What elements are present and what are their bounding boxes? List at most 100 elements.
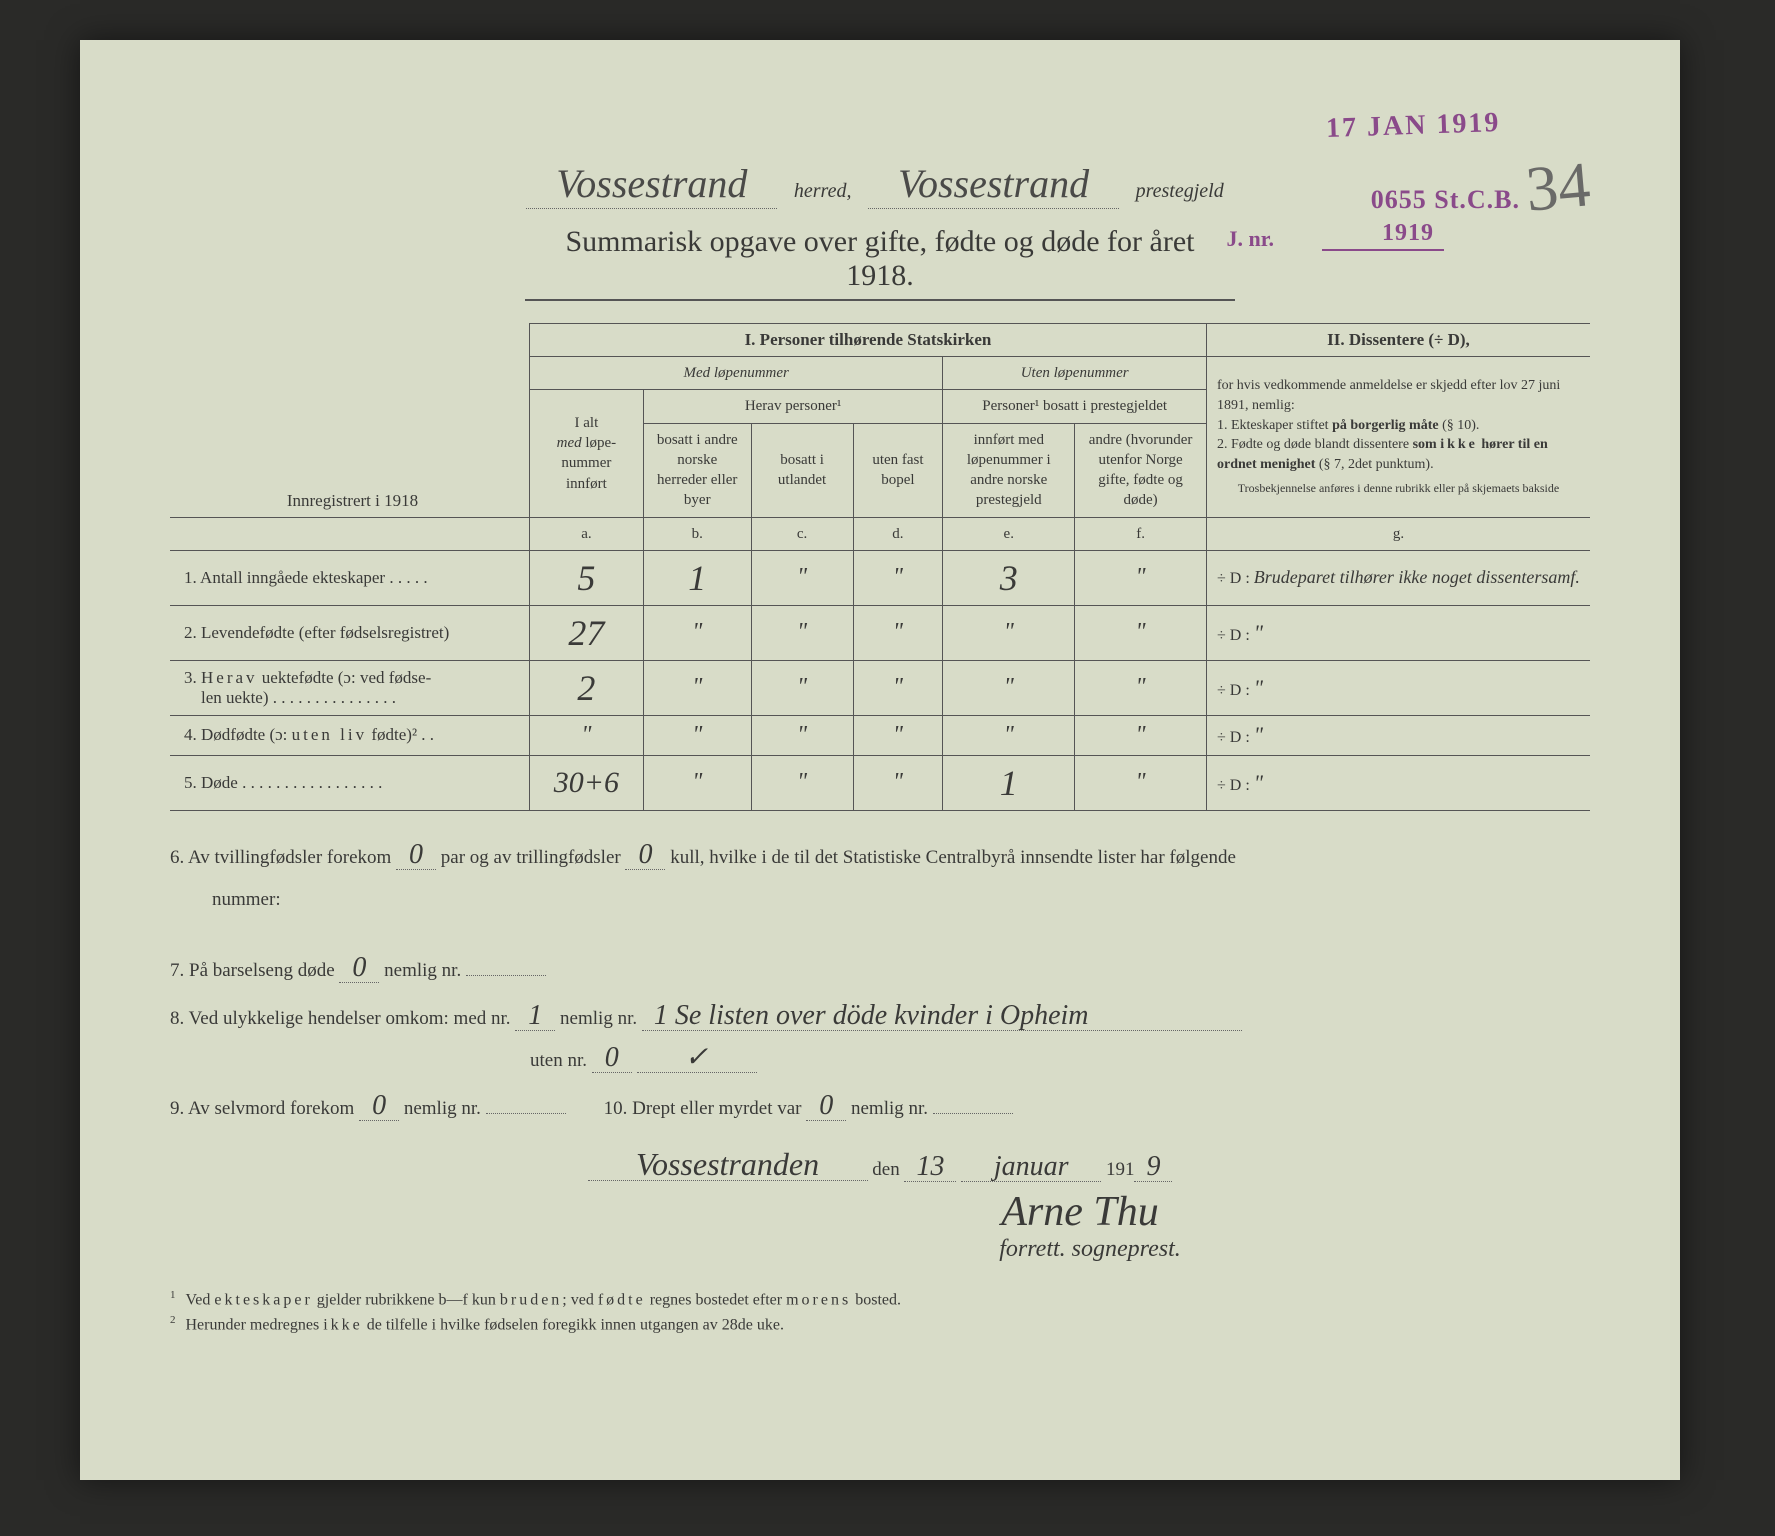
q7-val: 0 xyxy=(339,954,379,983)
row-5-b: " xyxy=(643,755,751,810)
sub-f: f. xyxy=(1075,517,1207,550)
signature-line: Vossestranden den 13 januar 1919 xyxy=(170,1148,1590,1182)
signature-name: Arne Thu xyxy=(170,1188,1590,1236)
col-a-header: I altmed løpe-nummerinnført xyxy=(529,390,643,517)
col-c-header: bosatt i utlandet xyxy=(751,423,853,517)
row-1-c: " xyxy=(751,550,853,605)
sig-month: januar xyxy=(961,1153,1101,1182)
prestegjeld-label: prestegjeld xyxy=(1126,180,1234,202)
row-1-a: 5 xyxy=(529,550,643,605)
document-title: Summarisk opgave over gifte, fødte og dø… xyxy=(525,225,1235,301)
row-5-g: ÷ D : " xyxy=(1206,755,1590,810)
herred-value: Vossestrand xyxy=(526,161,777,209)
date-stamp: 17 JAN 1919 xyxy=(1325,107,1500,145)
registered-label: Innregistrert i 1918 xyxy=(170,324,529,518)
row-1-e: 3 xyxy=(943,550,1075,605)
row-2-c: " xyxy=(751,605,853,660)
row-3-b: " xyxy=(643,660,751,715)
q8-val1: 1 xyxy=(515,1002,555,1031)
q7-blank xyxy=(466,975,546,976)
q6-val2: 0 xyxy=(625,841,665,870)
med-lopenummer-header: Med løpenummer xyxy=(529,357,942,390)
signature-title: forrett. sogneprest. xyxy=(170,1236,1590,1263)
q6-val1: 0 xyxy=(396,841,436,870)
q6-continue: nummer: xyxy=(170,879,1590,921)
table-row: 3. Herav uektefødte (ɔ: ved fødse- len u… xyxy=(170,660,1590,715)
row-4-f: " xyxy=(1075,715,1207,755)
sig-day: 13 xyxy=(904,1153,956,1182)
row-2-e: " xyxy=(943,605,1075,660)
personer-bosatt-header: Personer¹ bosatt i prestegjeldet xyxy=(943,390,1207,423)
dissentere-text: for hvis vedkommende anmeldelse er skjed… xyxy=(1206,357,1590,518)
table-row: 1. Antall inngåede ekteskaper . . . . . … xyxy=(170,550,1590,605)
sub-b: b. xyxy=(643,517,751,550)
diss-footer: Trosbekjennelse anføres i denne rubrikk … xyxy=(1217,480,1580,497)
prestegjeld-value: Vossestrand xyxy=(868,161,1119,209)
row-3-c: " xyxy=(751,660,853,715)
sub-e: e. xyxy=(943,517,1075,550)
row-2-b: " xyxy=(643,605,751,660)
row-2-f: " xyxy=(1075,605,1207,660)
ref-stamp: 0655 St.C.B. xyxy=(1371,185,1520,215)
row-1-label: 1. Antall inngåede ekteskaper . . . . . xyxy=(170,550,529,605)
summary-table: Innregistrert i 1918 I. Personer tilhøre… xyxy=(170,323,1590,811)
row-2-a: 27 xyxy=(529,605,643,660)
col-f-header: andre (hvorunder utenfor Norge gifte, fø… xyxy=(1075,423,1207,517)
row-5-f: " xyxy=(1075,755,1207,810)
row-3-label: 3. Herav uektefødte (ɔ: ved fødse- len u… xyxy=(170,660,529,715)
footnotes: 1Ved ekteskaper gjelder rubrikkene b—f k… xyxy=(170,1287,1590,1339)
diss-body: for hvis vedkommende anmeldelse er skjed… xyxy=(1217,376,1580,474)
sub-c: c. xyxy=(751,517,853,550)
row-4-d: " xyxy=(853,715,943,755)
sub-a: a. xyxy=(529,517,643,550)
col-e-header: innført med løpenummer i andre norske pr… xyxy=(943,423,1075,517)
row-5-e: 1 xyxy=(943,755,1075,810)
sig-place: Vossestranden xyxy=(588,1148,868,1181)
row-5-a: 30+6 xyxy=(529,755,643,810)
row-3-d: " xyxy=(853,660,943,715)
sig-year: 9 xyxy=(1134,1153,1172,1182)
q9-val: 0 xyxy=(359,1092,399,1121)
row-3-a: 2 xyxy=(529,660,643,715)
q8-line2: uten nr. 0 ✓ xyxy=(170,1040,1590,1082)
row-4-b: " xyxy=(643,715,751,755)
q6: 6. Av tvillingfødsler forekom 0 par og a… xyxy=(170,837,1590,921)
q8-note: 1 Se listen over döde kvinder i Opheim xyxy=(642,1002,1242,1031)
row-4-c: " xyxy=(751,715,853,755)
row-1-g: ÷ D : Brudeparet tilhører ikke noget dis… xyxy=(1206,550,1590,605)
questions-section: 6. Av tvillingfødsler forekom 0 par og a… xyxy=(170,837,1590,1130)
col-b-header: bosatt i andre norske herreder eller bye… xyxy=(643,423,751,517)
row-3-f: " xyxy=(1075,660,1207,715)
sub-d: d. xyxy=(853,517,943,550)
herav-personer-header: Herav personer¹ xyxy=(643,390,943,423)
row-2-label: 2. Levendefødte (efter fødselsregistret) xyxy=(170,605,529,660)
row-2-d: " xyxy=(853,605,943,660)
q8: 8. Ved ulykkelige hendelser omkom: med n… xyxy=(170,998,1590,1082)
year-stamp: 1919 xyxy=(1322,220,1444,251)
sub-g: g. xyxy=(1206,517,1590,550)
q10-blank xyxy=(933,1113,1013,1114)
q8-val4: ✓ xyxy=(637,1044,757,1073)
section-1-header: I. Personer tilhørende Statskirken xyxy=(529,324,1206,357)
herred-label: herred, xyxy=(784,180,862,202)
row-3-g: ÷ D : " xyxy=(1206,660,1590,715)
q8-val3: 0 xyxy=(592,1044,632,1073)
section-2-header: II. Dissentere (÷ D), xyxy=(1206,324,1590,357)
row-3-e: " xyxy=(943,660,1075,715)
q9-q10: 9. Av selvmord forekom 0 nemlig nr. 10. … xyxy=(170,1088,1590,1130)
row-1-b: 1 xyxy=(643,550,751,605)
table-row: 4. Dødfødte (ɔ: uten liv fødte)² . . " "… xyxy=(170,715,1590,755)
row-2-g: ÷ D : " xyxy=(1206,605,1590,660)
table-row: 2. Levendefødte (efter fødselsregistret)… xyxy=(170,605,1590,660)
q7: 7. På barselseng døde 0 nemlig nr. xyxy=(170,950,1590,992)
row-4-a: " xyxy=(529,715,643,755)
row-4-label: 4. Dødfødte (ɔ: uten liv fødte)² . . xyxy=(170,715,529,755)
row-4-g: ÷ D : " xyxy=(1206,715,1590,755)
row-4-e: " xyxy=(943,715,1075,755)
footnote-1: 1Ved ekteskaper gjelder rubrikkene b—f k… xyxy=(170,1287,1590,1313)
q9-blank xyxy=(486,1113,566,1114)
q10-val: 0 xyxy=(806,1092,846,1121)
table-row: 5. Døde . . . . . . . . . . . . . . . . … xyxy=(170,755,1590,810)
row-5-d: " xyxy=(853,755,943,810)
row-5-label: 5. Døde . . . . . . . . . . . . . . . . … xyxy=(170,755,529,810)
